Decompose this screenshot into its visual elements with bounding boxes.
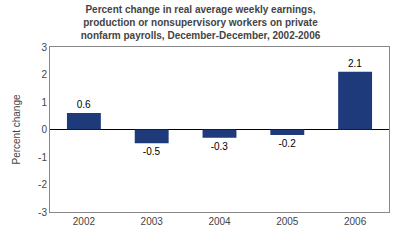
svg-text:-3: -3 <box>38 207 47 218</box>
svg-text:2005: 2005 <box>276 216 299 227</box>
svg-text:-0.2: -0.2 <box>278 138 296 149</box>
svg-text:Percent change in real average: Percent change in real average weekly ea… <box>81 4 321 41</box>
svg-text:2: 2 <box>41 69 47 80</box>
svg-text:3: 3 <box>41 42 47 53</box>
svg-text:2002: 2002 <box>73 216 96 227</box>
svg-text:-0.5: -0.5 <box>143 146 161 157</box>
svg-text:1: 1 <box>41 97 47 108</box>
svg-text:0: 0 <box>41 124 47 135</box>
svg-text:2004: 2004 <box>208 216 231 227</box>
svg-text:2003: 2003 <box>141 216 164 227</box>
svg-text:-1: -1 <box>38 152 47 163</box>
svg-text:-0.3: -0.3 <box>211 141 229 152</box>
svg-text:-2: -2 <box>38 179 47 190</box>
svg-text:2.1: 2.1 <box>348 58 362 69</box>
svg-text:0.6: 0.6 <box>77 99 91 110</box>
svg-text:2006: 2006 <box>344 216 367 227</box>
svg-text:Percent change: Percent change <box>11 94 22 164</box>
